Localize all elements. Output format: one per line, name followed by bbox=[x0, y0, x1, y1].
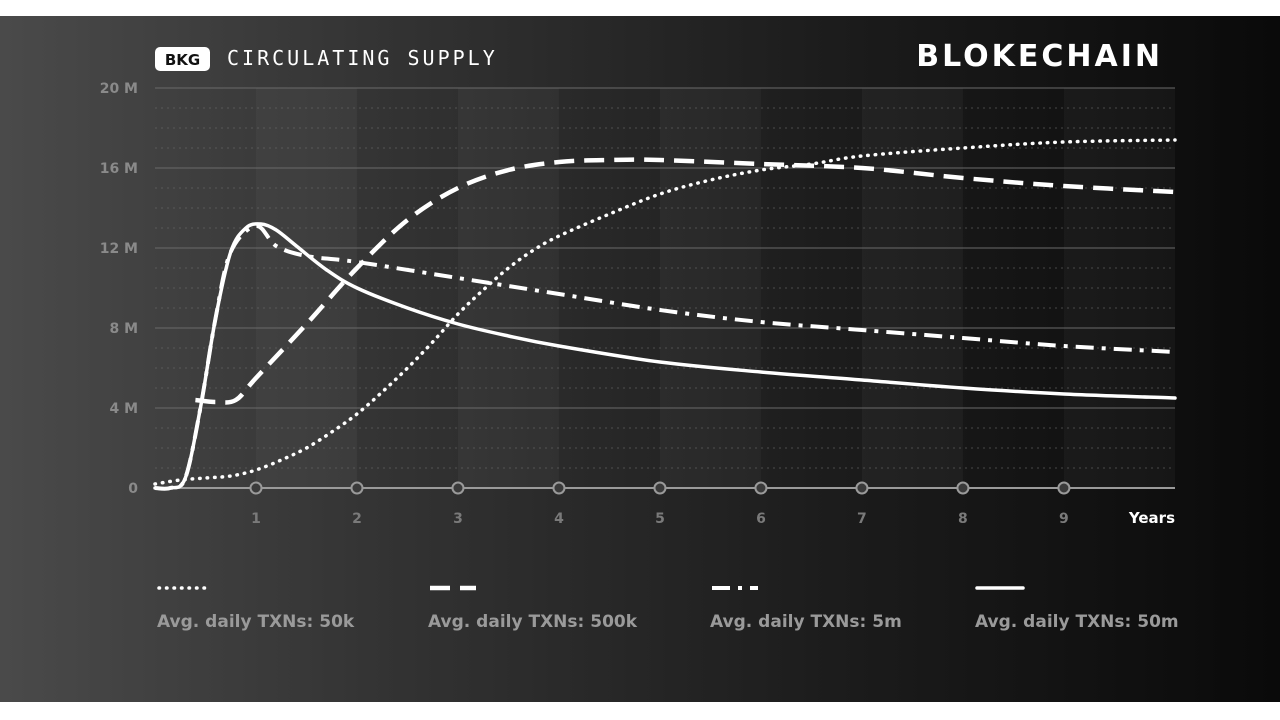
y-tick-label: 16 M bbox=[100, 161, 138, 177]
y-tick-label: 12 M bbox=[100, 241, 138, 257]
x-tick-marker bbox=[1057, 481, 1071, 495]
token-badge-label: BKG bbox=[165, 51, 200, 69]
x-tick-label: 5 bbox=[655, 511, 665, 527]
x-tick-marker bbox=[653, 481, 667, 495]
chart-card: BKG CIRCULATING SUPPLY BLOKECHAIN 0 4 M 8 … bbox=[0, 16, 1280, 702]
x-tick-label: 7 bbox=[857, 511, 867, 527]
title-group: BKG CIRCULATING SUPPLY bbox=[155, 46, 498, 71]
x-tick-marker bbox=[956, 481, 970, 495]
legend-label: Avg. daily TXNs: 5m bbox=[710, 612, 902, 632]
y-tick-label: 0 bbox=[128, 481, 138, 497]
x-tick-marker bbox=[552, 481, 566, 495]
x-axis-label: Years bbox=[1128, 509, 1175, 527]
y-tick-label: 8 M bbox=[109, 321, 138, 337]
series-lines bbox=[153, 138, 1177, 491]
series-line-dashed bbox=[195, 157, 1176, 405]
token-badge bbox=[155, 47, 210, 71]
chart-title: CIRCULATING SUPPLY bbox=[227, 46, 498, 70]
y-tick-label: 20 M bbox=[100, 81, 138, 97]
brand-logo: BLOKECHAIN bbox=[916, 39, 1163, 74]
x-tick-marker bbox=[855, 481, 869, 495]
x-tick-label: 9 bbox=[1059, 511, 1069, 527]
y-axis: 0 4 M 8 M 12 M 16 M 20 M bbox=[100, 81, 139, 497]
x-tick-marker bbox=[350, 481, 364, 495]
legend-label: Avg. daily TXNs: 500k bbox=[428, 612, 638, 632]
x-tick-marker bbox=[451, 481, 465, 495]
x-tick-label: 4 bbox=[554, 511, 564, 527]
year-band bbox=[660, 88, 761, 488]
x-tick-label: 6 bbox=[756, 511, 766, 527]
x-axis: 1 2 3 4 5 6 7 8 9 Years bbox=[155, 481, 1175, 527]
grid bbox=[155, 87, 1175, 488]
legend-label: Avg. daily TXNs: 50k bbox=[157, 612, 355, 632]
x-tick-label: 1 bbox=[251, 511, 261, 527]
legend-label: Avg. daily TXNs: 50m bbox=[975, 612, 1179, 632]
series-line-dotted bbox=[153, 138, 1177, 486]
x-tick-label: 2 bbox=[352, 511, 362, 527]
x-tick-label: 3 bbox=[453, 511, 463, 527]
supply-chart: BKG CIRCULATING SUPPLY BLOKECHAIN 0 4 M 8 … bbox=[100, 39, 1179, 632]
series-line-solid bbox=[153, 222, 1177, 491]
x-tick-marker bbox=[249, 481, 263, 495]
y-tick-label: 4 M bbox=[109, 401, 138, 417]
legend: Avg. daily TXNs: 50k Avg. daily TXNs: 500… bbox=[157, 585, 1179, 632]
x-tick-marker bbox=[754, 481, 768, 495]
x-tick-label: 8 bbox=[958, 511, 968, 527]
